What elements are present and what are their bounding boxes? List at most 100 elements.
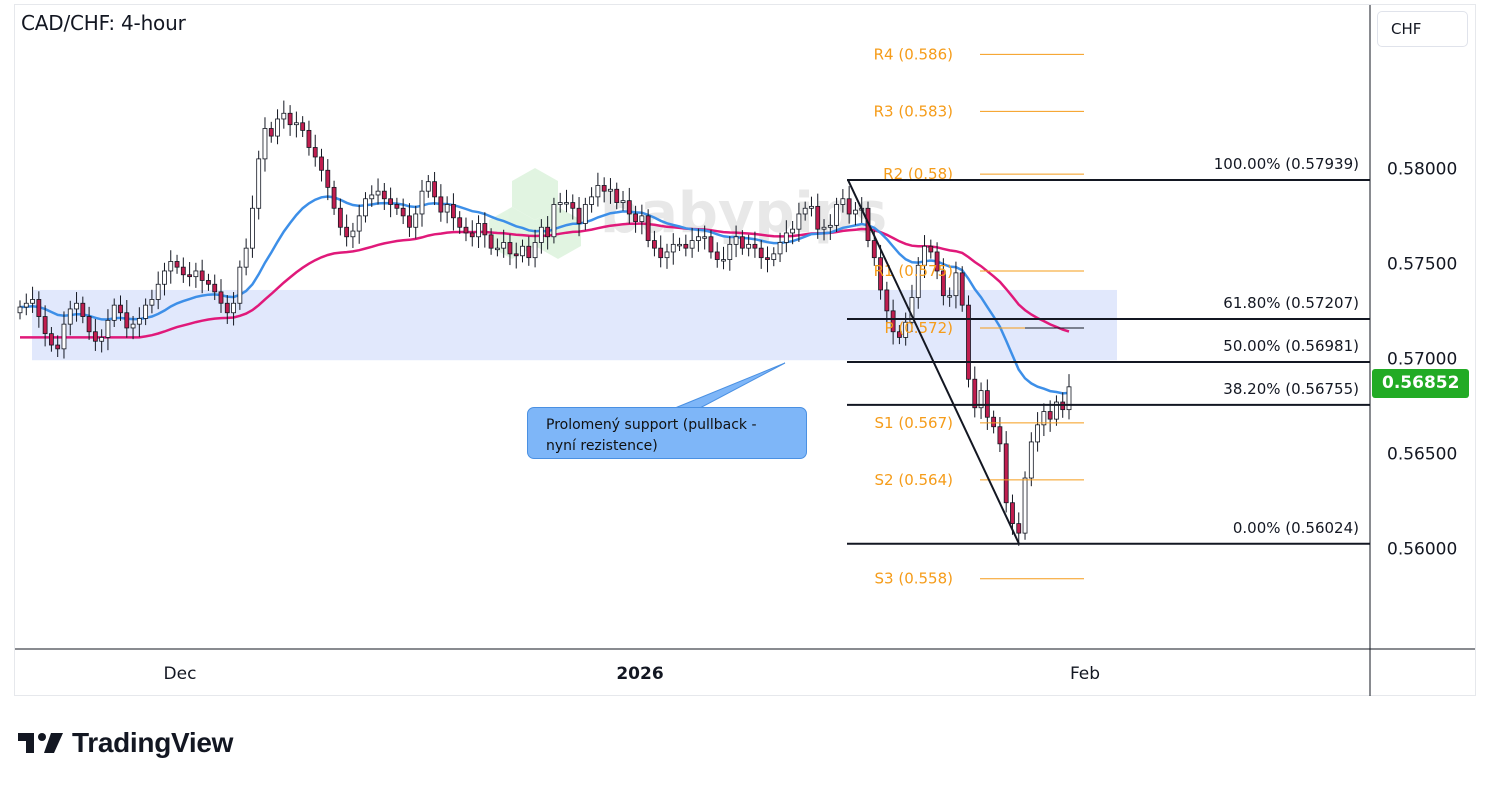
candle <box>168 250 174 284</box>
candle-bull <box>953 272 959 297</box>
candle <box>331 180 337 215</box>
candle <box>997 417 1003 453</box>
candle <box>1054 395 1059 426</box>
candle <box>105 309 111 351</box>
candle-bull <box>608 188 613 192</box>
candle <box>890 299 896 345</box>
candle-bull <box>1066 386 1072 411</box>
candle <box>727 236 733 271</box>
candle-bear <box>934 251 940 272</box>
tradingview-logo[interactable]: TradingView <box>18 725 233 761</box>
candle <box>400 198 406 225</box>
candle <box>620 190 626 211</box>
candle <box>363 192 368 223</box>
candle <box>853 201 858 226</box>
candle <box>991 410 997 434</box>
candle <box>488 228 494 255</box>
candle <box>281 100 287 129</box>
candle <box>708 230 714 259</box>
candle <box>86 306 92 340</box>
candle-bull <box>256 158 262 209</box>
candle-bear <box>457 217 463 228</box>
candle-bear <box>469 232 475 238</box>
candle-bull <box>476 223 481 238</box>
candle-bull <box>363 198 368 217</box>
candle-bear <box>325 169 331 188</box>
candle <box>180 257 186 283</box>
candle <box>639 204 645 235</box>
candle-bear <box>212 283 218 293</box>
candle <box>136 307 142 337</box>
candle-bear <box>344 226 350 238</box>
candle-bull <box>639 215 645 222</box>
candle-bear <box>714 251 720 260</box>
candle-bull <box>425 181 431 192</box>
candle-bull <box>243 247 249 268</box>
candle <box>721 246 726 270</box>
pivot-label: R2 (0.58) <box>883 165 953 183</box>
candle <box>846 186 852 224</box>
candle <box>658 235 664 268</box>
candle-bull <box>551 204 557 238</box>
candle-bull <box>149 299 155 306</box>
candle-bull <box>915 264 921 298</box>
candle <box>746 234 752 257</box>
candle <box>212 274 218 301</box>
candle-bull <box>783 232 789 243</box>
candle <box>224 295 230 324</box>
candle-bear <box>570 202 576 209</box>
candle-bull <box>670 243 676 253</box>
candle-bull <box>695 236 701 241</box>
candle-bull <box>23 302 29 308</box>
candle <box>626 187 632 224</box>
candle-bear <box>545 226 551 238</box>
candle-bull <box>501 242 507 249</box>
candle <box>23 293 29 316</box>
candle <box>670 233 676 265</box>
candle <box>589 187 595 213</box>
candle <box>821 219 827 241</box>
candle-bull <box>275 118 280 137</box>
pivot-label: R1 (0.575) <box>874 262 953 280</box>
y-tick-label: 0.58000 <box>1387 159 1457 179</box>
candle-bear <box>897 331 902 338</box>
currency-selector[interactable]: CHF <box>1377 11 1468 47</box>
candle <box>287 105 293 136</box>
y-tick-label: 0.56000 <box>1387 539 1457 559</box>
candle-bull <box>620 200 626 203</box>
candle <box>972 366 978 418</box>
candle <box>564 189 569 213</box>
candle-bull <box>105 319 111 338</box>
candle-bear <box>287 112 293 126</box>
pivot-label: R3 (0.583) <box>874 102 953 120</box>
candle <box>149 289 155 314</box>
candle-bull <box>74 302 79 310</box>
candle-bear <box>765 257 770 260</box>
candle <box>507 234 513 266</box>
candle <box>438 184 444 222</box>
candle-bear <box>400 207 406 217</box>
candle <box>758 239 764 269</box>
candle-bear <box>884 289 890 312</box>
x-tick-label: Feb <box>1070 664 1100 684</box>
candle-bull <box>947 295 953 298</box>
candle-bear <box>337 207 343 228</box>
pivot-label: P (0.572) <box>885 319 953 337</box>
candle <box>199 259 205 294</box>
candle-bull <box>689 240 695 249</box>
candle-bull <box>193 270 199 278</box>
candle-bear <box>36 299 42 317</box>
candle <box>966 295 971 388</box>
candle <box>262 117 268 172</box>
candle-bear <box>199 270 205 281</box>
candle-bear <box>394 204 400 209</box>
candle-bull <box>582 204 588 224</box>
candle-bear <box>1016 523 1022 534</box>
candle-bear <box>206 280 211 285</box>
candle <box>702 225 708 250</box>
candle-bull <box>733 236 739 245</box>
candle-bear <box>218 291 224 304</box>
candle-bear <box>940 270 946 297</box>
candle <box>231 292 236 326</box>
